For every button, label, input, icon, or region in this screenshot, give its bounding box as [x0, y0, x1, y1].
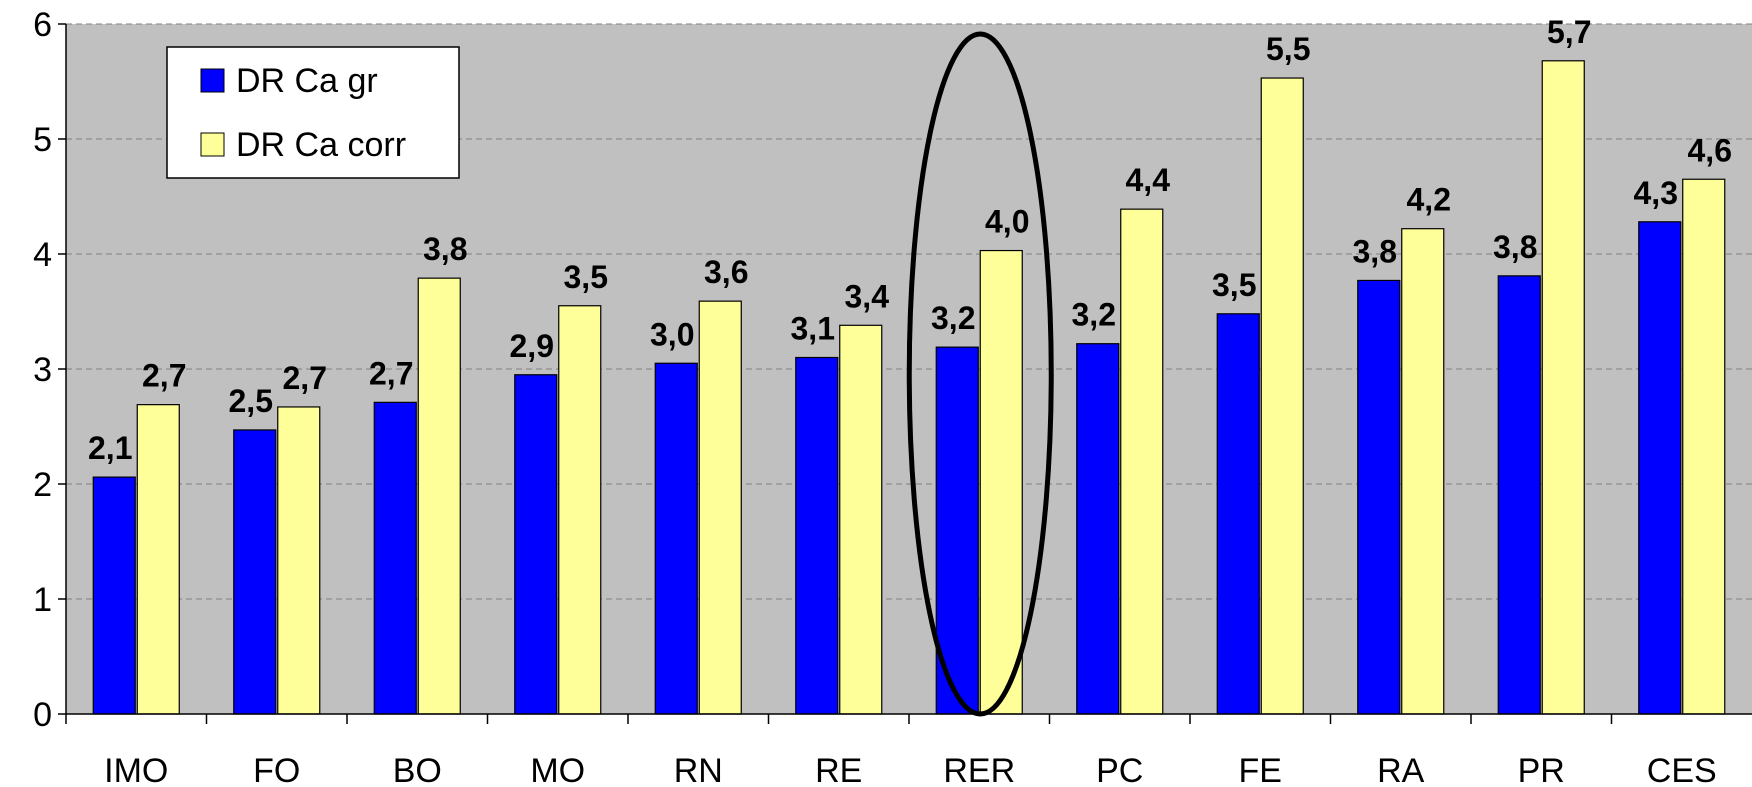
- bar: [1682, 178, 1726, 715]
- data-label: 2,9: [510, 328, 554, 364]
- bar: [1076, 343, 1120, 715]
- legend-swatch-gr: [200, 68, 225, 93]
- data-label: 3,5: [1212, 267, 1256, 303]
- x-tick-label: PR: [1518, 752, 1565, 787]
- axes-group: 0 1 2 3 4 5 6 IMO FO BO MO RN RE RER PC FE RA PR CES: [33, 6, 1752, 787]
- y-tick-label: 4: [33, 236, 52, 274]
- data-label: 2,1: [88, 430, 132, 466]
- data-label: 2,5: [229, 383, 273, 419]
- data-label: 3,5: [564, 259, 608, 295]
- highlight-ellipse: [906, 31, 1054, 717]
- data-label: 4,6: [1688, 132, 1732, 168]
- legend: DR Ca gr DR Ca corr: [166, 46, 460, 179]
- y-tick-label: 5: [33, 121, 52, 159]
- data-label: 2,7: [142, 358, 186, 394]
- data-label: 4,4: [1126, 162, 1171, 198]
- bar: [1216, 313, 1260, 715]
- bar: [92, 476, 136, 715]
- bar: [417, 277, 461, 715]
- y-tick-label: 0: [33, 696, 52, 734]
- bar: [654, 362, 698, 715]
- x-tick-label: FE: [1239, 752, 1282, 787]
- highlight-group: [906, 31, 1054, 717]
- y-tick-label: 2: [33, 466, 52, 504]
- y-tick-label: 1: [33, 581, 52, 619]
- x-tick-label: CES: [1647, 752, 1717, 787]
- bar: [1541, 60, 1585, 715]
- data-labels-group: 2,1 2,5 2,7 2,9 3,0 3,1 3,2 3,2 3,5 3,8 3,8 4,3 2,7 2…: [88, 14, 1732, 466]
- x-tick-label: RER: [943, 752, 1015, 787]
- data-label: 3,6: [704, 254, 748, 290]
- data-label: 3,4: [845, 278, 890, 314]
- bar: [1497, 275, 1541, 715]
- bar: [1120, 208, 1164, 715]
- bar: [1357, 279, 1401, 715]
- legend-label-gr: DR Ca gr: [236, 62, 378, 100]
- bar: [1260, 77, 1304, 715]
- bar: [136, 404, 180, 715]
- data-label: 3,8: [423, 231, 467, 267]
- bar: [795, 356, 839, 715]
- bar: [514, 374, 558, 715]
- x-tick-label: RA: [1377, 752, 1425, 787]
- data-label: 3,2: [1072, 297, 1116, 333]
- data-label: 2,7: [369, 355, 413, 391]
- legend-swatch-corr: [200, 132, 225, 157]
- bar: [698, 300, 742, 715]
- data-label: 3,2: [931, 300, 975, 336]
- data-label: 5,5: [1266, 31, 1310, 67]
- data-label: 4,0: [985, 204, 1029, 240]
- x-tick-label: RE: [815, 752, 862, 787]
- bar: [373, 401, 417, 715]
- x-tick-label: PC: [1096, 752, 1143, 787]
- data-label: 2,7: [283, 360, 327, 396]
- x-tick-label: FO: [253, 752, 300, 787]
- x-tick-label: RN: [674, 752, 723, 787]
- bar: [277, 406, 321, 715]
- data-label: 3,0: [650, 316, 694, 352]
- bar: [935, 346, 979, 715]
- legend-label-corr: DR Ca corr: [236, 126, 406, 164]
- bar: [839, 324, 883, 715]
- x-tick-label: IMO: [104, 752, 168, 787]
- data-label: 5,7: [1547, 14, 1591, 50]
- bar: [1401, 228, 1445, 715]
- bar: [1638, 221, 1682, 715]
- x-tick-label: MO: [530, 752, 585, 787]
- bars-group: [92, 60, 1726, 715]
- data-label: 3,8: [1353, 233, 1397, 269]
- y-tick-label: 3: [33, 351, 52, 389]
- x-tick-label: BO: [393, 752, 442, 787]
- data-label: 3,1: [791, 311, 835, 347]
- data-label: 3,8: [1493, 229, 1537, 265]
- bar: [558, 305, 602, 715]
- data-label: 4,2: [1407, 182, 1451, 218]
- bar: [233, 429, 277, 715]
- bar: [979, 249, 1023, 715]
- y-tick-label: 6: [33, 6, 52, 44]
- data-label: 4,3: [1634, 175, 1678, 211]
